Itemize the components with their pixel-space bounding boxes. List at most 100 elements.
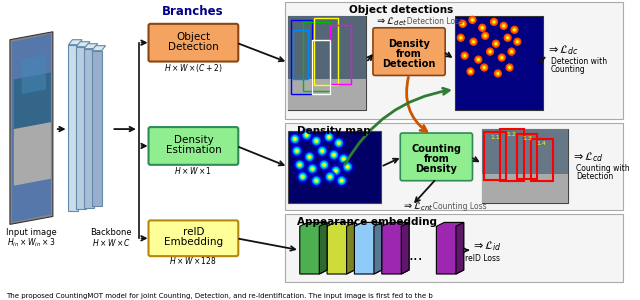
Polygon shape: [92, 51, 102, 206]
Circle shape: [291, 145, 303, 157]
Circle shape: [508, 48, 515, 55]
Circle shape: [340, 155, 348, 163]
Circle shape: [296, 161, 303, 169]
Circle shape: [486, 48, 493, 55]
Circle shape: [292, 136, 298, 142]
Circle shape: [293, 137, 297, 141]
Circle shape: [344, 163, 351, 171]
Circle shape: [319, 148, 325, 154]
Text: from: from: [396, 49, 422, 58]
Text: $\Rightarrow\mathcal{L}_{det}$: $\Rightarrow\mathcal{L}_{det}$: [375, 15, 407, 28]
Circle shape: [469, 16, 476, 23]
Circle shape: [337, 141, 340, 145]
Circle shape: [513, 28, 516, 32]
Polygon shape: [456, 222, 464, 274]
Circle shape: [501, 57, 502, 59]
Circle shape: [461, 22, 465, 26]
Circle shape: [299, 173, 307, 181]
Bar: [285, 214, 623, 282]
Circle shape: [481, 64, 488, 71]
Text: $H\times W\times(C+2)$: $H\times W\times(C+2)$: [164, 61, 223, 74]
Circle shape: [328, 149, 340, 161]
Polygon shape: [327, 222, 355, 274]
Circle shape: [488, 50, 492, 54]
Circle shape: [467, 68, 474, 75]
Circle shape: [338, 177, 346, 185]
Circle shape: [297, 171, 308, 183]
Circle shape: [346, 165, 349, 169]
Text: Density: Density: [388, 39, 430, 49]
Circle shape: [320, 161, 328, 169]
Circle shape: [333, 137, 345, 149]
Text: $H_{in}\times W_{in}\times 3$: $H_{in}\times W_{in}\times 3$: [7, 236, 56, 248]
Text: $\Rightarrow\mathcal{L}_{dc}$: $\Rightarrow\mathcal{L}_{dc}$: [546, 43, 579, 56]
Circle shape: [490, 18, 497, 25]
Circle shape: [293, 147, 301, 155]
Circle shape: [472, 19, 473, 21]
Text: 1.1: 1.1: [490, 134, 500, 140]
Circle shape: [305, 133, 308, 137]
Circle shape: [294, 159, 306, 171]
Bar: [285, 2, 623, 119]
Circle shape: [330, 165, 342, 177]
Circle shape: [321, 150, 323, 152]
Text: Estimation: Estimation: [166, 145, 221, 155]
Circle shape: [316, 145, 328, 157]
Circle shape: [301, 176, 304, 178]
Circle shape: [514, 38, 521, 45]
Polygon shape: [84, 49, 94, 208]
Circle shape: [342, 158, 345, 160]
Text: The proposed CountingMOT model for joint Counting, Detection, and re-Identificat: The proposed CountingMOT model for joint…: [6, 293, 433, 299]
Circle shape: [331, 152, 337, 158]
Circle shape: [483, 67, 485, 68]
Circle shape: [296, 150, 298, 152]
Text: Detection: Detection: [382, 58, 436, 68]
Polygon shape: [288, 80, 366, 110]
Text: reID: reID: [182, 227, 204, 237]
Text: 1.3: 1.3: [522, 136, 532, 142]
Circle shape: [310, 167, 314, 171]
Text: Backbone: Backbone: [91, 228, 132, 237]
Polygon shape: [483, 129, 568, 174]
Bar: [314, 18, 338, 86]
Text: Detection with: Detection with: [550, 57, 607, 66]
Circle shape: [305, 134, 308, 136]
Circle shape: [301, 175, 305, 179]
Bar: [484, 132, 506, 180]
Circle shape: [303, 132, 310, 138]
Circle shape: [508, 65, 511, 70]
Circle shape: [300, 174, 306, 180]
Circle shape: [493, 40, 499, 47]
Text: Detection: Detection: [576, 172, 613, 181]
FancyBboxPatch shape: [148, 127, 238, 165]
Circle shape: [332, 153, 336, 157]
Polygon shape: [374, 222, 381, 274]
Circle shape: [346, 166, 349, 168]
Circle shape: [492, 20, 496, 24]
Circle shape: [514, 29, 515, 31]
Circle shape: [503, 25, 504, 27]
Bar: [288, 16, 366, 110]
Polygon shape: [300, 222, 327, 274]
Text: Detection: Detection: [168, 42, 219, 52]
Text: Density: Density: [415, 164, 458, 174]
Circle shape: [314, 178, 319, 184]
Circle shape: [311, 168, 314, 170]
Polygon shape: [288, 16, 366, 80]
Circle shape: [464, 55, 465, 56]
Bar: [330, 25, 351, 84]
Circle shape: [310, 175, 322, 187]
Polygon shape: [401, 222, 409, 274]
Circle shape: [459, 36, 463, 40]
Circle shape: [342, 161, 353, 173]
Circle shape: [483, 34, 487, 38]
Text: $H\times W\times C$: $H\times W\times C$: [92, 237, 131, 248]
Circle shape: [516, 41, 518, 43]
Circle shape: [500, 22, 507, 29]
Circle shape: [328, 136, 330, 138]
Circle shape: [329, 176, 331, 178]
Polygon shape: [14, 122, 51, 186]
Circle shape: [509, 67, 510, 68]
Bar: [500, 129, 524, 181]
Circle shape: [480, 26, 484, 30]
